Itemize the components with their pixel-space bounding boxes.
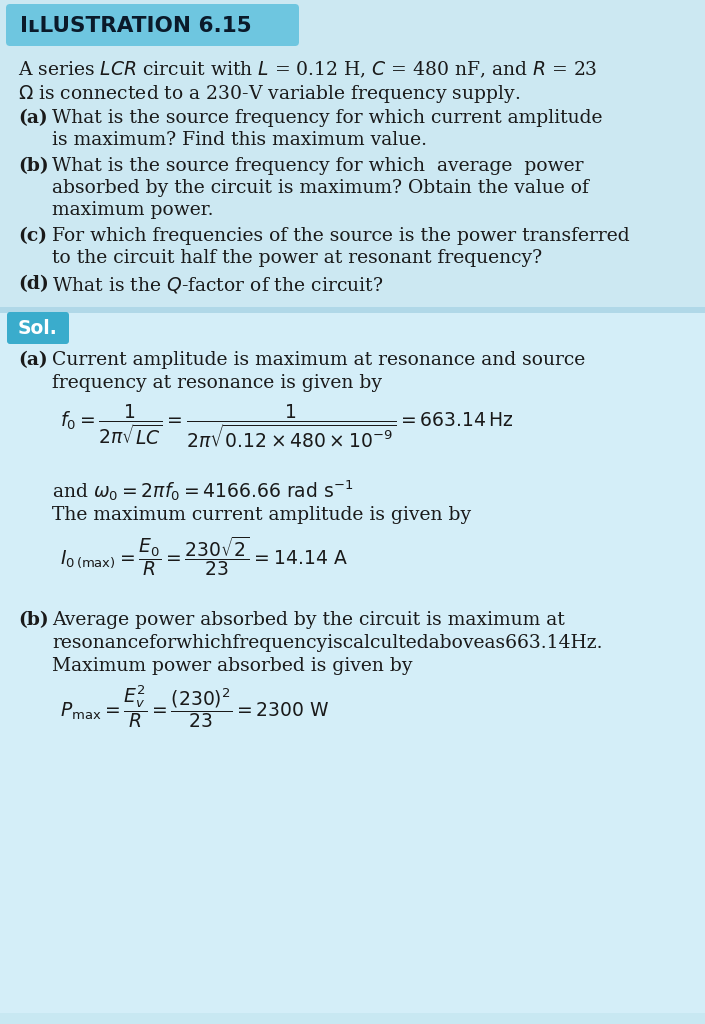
Text: $f_0 = \dfrac{1}{2\pi\sqrt{LC}} = \dfrac{1}{2\pi\sqrt{0.12\times480\times10^{-9}: $f_0 = \dfrac{1}{2\pi\sqrt{LC}} = \dfrac…: [60, 402, 514, 450]
Text: The maximum current amplitude is given by: The maximum current amplitude is given b…: [52, 506, 471, 524]
FancyBboxPatch shape: [0, 307, 705, 313]
FancyBboxPatch shape: [7, 312, 69, 344]
Text: frequency at resonance is given by: frequency at resonance is given by: [52, 374, 382, 392]
Text: (a): (a): [18, 109, 48, 127]
Text: Maximum power absorbed is given by: Maximum power absorbed is given by: [52, 657, 412, 675]
Text: A series $LCR$ circuit with $L$ = 0.12 H, $C$ = 480 nF, and $R$ = 23: A series $LCR$ circuit with $L$ = 0.12 H…: [18, 60, 597, 80]
Text: (a): (a): [18, 351, 48, 369]
Text: (b): (b): [18, 157, 49, 175]
Text: is maximum? Find this maximum value.: is maximum? Find this maximum value.: [52, 131, 427, 150]
Text: IʟLUSTRATION 6.15: IʟLUSTRATION 6.15: [20, 16, 252, 36]
Text: to the circuit half the power at resonant frequency?: to the circuit half the power at resonan…: [52, 249, 542, 267]
FancyBboxPatch shape: [6, 4, 299, 46]
Text: $P_{\mathrm{max}} = \dfrac{E_v^2}{R} = \dfrac{(230)^2}{23} = 2300\ \mathrm{W}$: $P_{\mathrm{max}} = \dfrac{E_v^2}{R} = \…: [60, 684, 329, 730]
Text: For which frequencies of the source is the power transferred: For which frequencies of the source is t…: [52, 227, 630, 245]
Text: (b): (b): [18, 611, 49, 629]
Text: $I_{0\,(\mathrm{max})} = \dfrac{E_0}{R} = \dfrac{230\sqrt{2}}{23} = 14.14\ \math: $I_{0\,(\mathrm{max})} = \dfrac{E_0}{R} …: [60, 534, 348, 578]
Text: maximum power.: maximum power.: [52, 201, 214, 219]
Text: (d): (d): [18, 275, 49, 293]
FancyBboxPatch shape: [0, 313, 705, 1013]
Text: absorbed by the circuit is maximum? Obtain the value of: absorbed by the circuit is maximum? Obta…: [52, 179, 589, 197]
Text: Current amplitude is maximum at resonance and source: Current amplitude is maximum at resonanc…: [52, 351, 585, 369]
Text: (c): (c): [18, 227, 47, 245]
Text: What is the $Q$-factor of the circuit?: What is the $Q$-factor of the circuit?: [52, 275, 384, 295]
Text: What is the source frequency for which current amplitude: What is the source frequency for which c…: [52, 109, 603, 127]
FancyBboxPatch shape: [0, 0, 705, 420]
Text: Average power absorbed by the circuit is maximum at: Average power absorbed by the circuit is…: [52, 611, 565, 629]
Text: Sol.: Sol.: [18, 318, 58, 338]
Text: and $\omega_0 = 2\pi f_0 = 4166.66\ \mathrm{rad\ s^{-1}}$: and $\omega_0 = 2\pi f_0 = 4166.66\ \mat…: [52, 478, 353, 503]
Text: resonanceforwhichfrequencyiscalcultedaboveas663.14Hz.: resonanceforwhichfrequencyiscalcultedabo…: [52, 634, 603, 652]
Text: What is the source frequency for which  average  power: What is the source frequency for which a…: [52, 157, 584, 175]
Text: $\Omega$ is connected to a 230-V variable frequency supply.: $\Omega$ is connected to a 230-V variabl…: [18, 83, 520, 105]
